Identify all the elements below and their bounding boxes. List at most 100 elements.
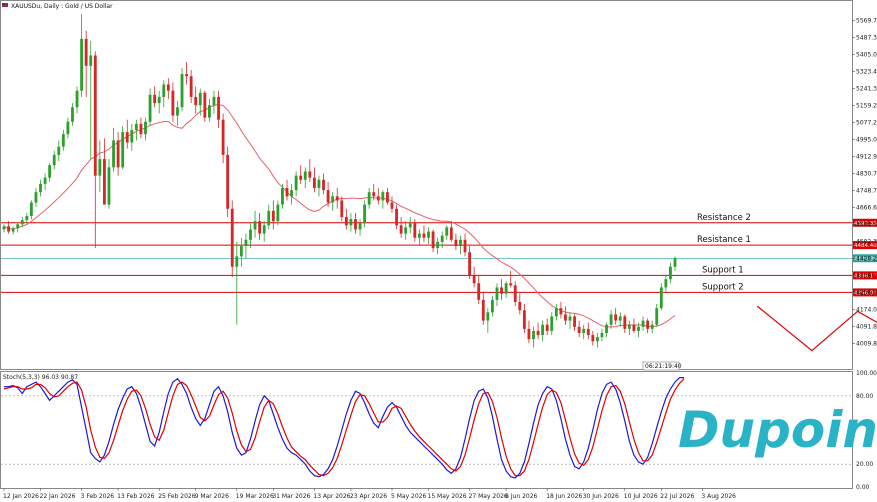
candle[interactable] xyxy=(198,88,202,116)
candle[interactable] xyxy=(481,291,485,325)
candle[interactable] xyxy=(312,167,316,193)
candle[interactable] xyxy=(11,226,15,235)
candle[interactable] xyxy=(459,235,462,255)
candle[interactable] xyxy=(395,204,398,230)
candle[interactable] xyxy=(185,61,189,85)
candle[interactable] xyxy=(536,322,540,340)
candle[interactable] xyxy=(285,179,289,201)
candle[interactable] xyxy=(413,219,417,242)
candle[interactable] xyxy=(417,229,421,247)
candle[interactable] xyxy=(253,210,257,238)
candle[interactable] xyxy=(180,67,184,112)
candle[interactable] xyxy=(577,320,581,338)
price-panel[interactable] xyxy=(0,0,853,370)
candle[interactable] xyxy=(98,140,102,193)
candle[interactable] xyxy=(381,190,385,209)
candle[interactable] xyxy=(335,188,339,209)
candle[interactable] xyxy=(153,86,157,108)
candle[interactable] xyxy=(34,188,38,207)
candle[interactable] xyxy=(490,295,494,317)
candle[interactable] xyxy=(29,200,33,220)
candle[interactable] xyxy=(440,231,444,249)
candle[interactable] xyxy=(162,80,166,108)
candle[interactable] xyxy=(582,324,586,340)
candle[interactable] xyxy=(89,40,93,160)
candle[interactable] xyxy=(436,237,440,255)
candle[interactable] xyxy=(669,262,672,284)
candle[interactable] xyxy=(390,196,394,213)
candle[interactable] xyxy=(600,328,604,342)
candle[interactable] xyxy=(468,246,472,280)
candle[interactable] xyxy=(591,330,595,346)
candle[interactable] xyxy=(637,322,640,338)
candle[interactable] xyxy=(103,138,106,205)
candle[interactable] xyxy=(176,101,179,126)
candle[interactable] xyxy=(7,221,10,234)
candle[interactable] xyxy=(258,212,262,240)
candle[interactable] xyxy=(431,229,435,253)
candle[interactable] xyxy=(509,270,513,288)
candle[interactable] xyxy=(545,318,549,336)
candle[interactable] xyxy=(554,304,558,321)
candle[interactable] xyxy=(116,132,120,176)
candle[interactable] xyxy=(358,219,362,236)
candle[interactable] xyxy=(408,217,412,234)
candle[interactable] xyxy=(627,320,631,336)
candle[interactable] xyxy=(267,204,271,230)
candle[interactable] xyxy=(564,306,567,325)
candle[interactable] xyxy=(422,225,426,242)
candle[interactable] xyxy=(500,279,503,300)
candle[interactable] xyxy=(354,212,357,234)
candle[interactable] xyxy=(399,217,403,238)
candle[interactable] xyxy=(290,183,293,205)
candle[interactable] xyxy=(367,188,371,209)
candle[interactable] xyxy=(230,200,234,278)
candle[interactable] xyxy=(61,130,65,151)
candle[interactable] xyxy=(650,320,654,334)
candle[interactable] xyxy=(568,312,572,329)
candle[interactable] xyxy=(605,322,608,338)
candle[interactable] xyxy=(527,320,531,344)
candle[interactable] xyxy=(618,312,622,327)
candle[interactable] xyxy=(632,318,636,334)
candle[interactable] xyxy=(75,86,79,114)
candle[interactable] xyxy=(322,173,325,195)
candle[interactable] xyxy=(157,90,161,114)
double-bottom-pattern-line[interactable] xyxy=(756,225,877,352)
candle[interactable] xyxy=(340,196,344,222)
candle[interactable] xyxy=(276,200,280,226)
candle[interactable] xyxy=(71,103,74,126)
candle[interactable] xyxy=(271,200,275,230)
candle[interactable] xyxy=(166,78,170,99)
candle[interactable] xyxy=(20,217,24,228)
candle[interactable] xyxy=(504,281,508,298)
candle[interactable] xyxy=(372,183,376,201)
candle[interactable] xyxy=(541,320,545,342)
candle[interactable] xyxy=(303,167,307,189)
candle[interactable] xyxy=(93,51,97,249)
candle[interactable] xyxy=(130,123,134,151)
candle[interactable] xyxy=(25,212,29,224)
candle[interactable] xyxy=(449,221,453,242)
candle[interactable] xyxy=(317,175,321,197)
candle[interactable] xyxy=(595,333,599,348)
candle[interactable] xyxy=(299,165,303,184)
candle[interactable] xyxy=(249,223,252,249)
candle[interactable] xyxy=(386,188,389,205)
candle[interactable] xyxy=(477,275,481,305)
candle[interactable] xyxy=(139,117,143,139)
candle[interactable] xyxy=(495,283,499,307)
candle[interactable] xyxy=(486,308,490,334)
candle[interactable] xyxy=(326,181,330,207)
candle[interactable] xyxy=(463,233,467,257)
candle[interactable] xyxy=(121,125,125,170)
candle[interactable] xyxy=(84,30,88,97)
candle[interactable] xyxy=(48,163,52,182)
candle[interactable] xyxy=(331,192,335,211)
candle[interactable] xyxy=(655,304,659,327)
candle[interactable] xyxy=(363,200,367,228)
candle[interactable] xyxy=(623,314,627,334)
candle[interactable] xyxy=(518,293,522,315)
candle[interactable] xyxy=(212,90,216,114)
